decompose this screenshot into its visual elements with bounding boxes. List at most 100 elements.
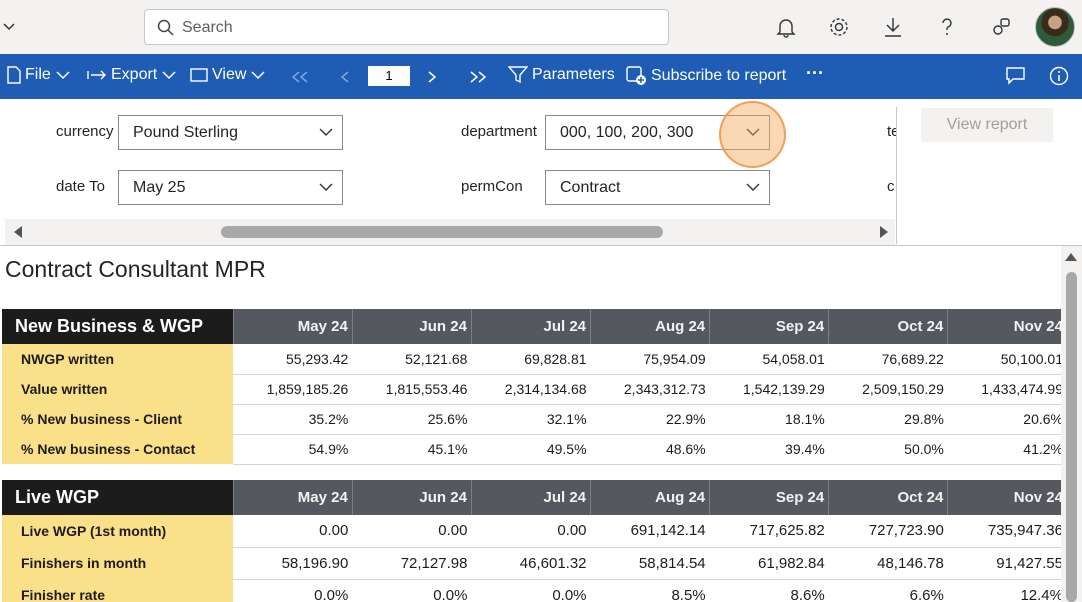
export-icon bbox=[87, 70, 106, 80]
download-icon[interactable] bbox=[881, 15, 905, 39]
info-icon[interactable] bbox=[1049, 66, 1069, 86]
table-cell: 39.4% bbox=[709, 434, 829, 465]
section-title: New Business & WGP bbox=[2, 309, 234, 344]
table-header-row: Live WGP May 24 Jun 24 Jul 24 Aug 24 Sep… bbox=[2, 480, 1067, 515]
table-cell: 69,828.81 bbox=[471, 344, 591, 375]
table-cell: 691,142.14 bbox=[590, 515, 710, 548]
table-row: % New business - Contact 54.9% 45.1% 49.… bbox=[2, 434, 1067, 465]
table-cell: 48.6% bbox=[590, 434, 710, 465]
table-row: NWGP written 55,293.42 52,121.68 69,828.… bbox=[2, 344, 1067, 375]
table-cell: 58,196.90 bbox=[233, 547, 353, 580]
bell-icon[interactable] bbox=[774, 15, 798, 39]
month-header: Nov 24 bbox=[947, 309, 1067, 344]
truncated-param-label: te bbox=[887, 123, 896, 140]
table-cell: 48,146.78 bbox=[828, 547, 948, 580]
month-header: Sep 24 bbox=[709, 480, 829, 515]
table-cell: 22.9% bbox=[590, 404, 710, 435]
row-label: NWGP written bbox=[2, 344, 234, 374]
table-row: Finishers in month 58,196.90 72,127.98 4… bbox=[2, 547, 1067, 580]
parameters-button[interactable]: Parameters bbox=[508, 66, 615, 84]
export-menu[interactable]: Export bbox=[87, 66, 177, 84]
view-menu[interactable]: View bbox=[190, 66, 266, 84]
month-header: Jun 24 bbox=[351, 309, 472, 344]
table-cell: 6.6% bbox=[828, 579, 948, 602]
row-label: Value written bbox=[2, 374, 234, 404]
table-cell: 20.6% bbox=[947, 404, 1067, 435]
currency-value: Pound Sterling bbox=[133, 124, 238, 141]
pane-separator bbox=[0, 245, 1082, 246]
table-cell: 61,982.84 bbox=[709, 547, 829, 580]
table-cell: 52,121.68 bbox=[352, 344, 472, 375]
truncated-param-label: c bbox=[887, 178, 895, 195]
parameters-label: Parameters bbox=[532, 66, 615, 83]
table-cell: 32.1% bbox=[471, 404, 591, 435]
view-report-button[interactable]: View report bbox=[921, 108, 1053, 142]
table-cell: 75,954.09 bbox=[590, 344, 710, 375]
horizontal-scroll-thumb[interactable] bbox=[221, 226, 663, 238]
date-to-label: date To bbox=[56, 178, 105, 195]
table-cell: 717,625.82 bbox=[709, 515, 829, 548]
subscribe-label: Subscribe to report bbox=[651, 67, 787, 84]
table-row: Finisher rate 0.0% 0.0% 0.0% 8.5% 8.6% 6… bbox=[2, 579, 1067, 602]
scroll-right-icon[interactable] bbox=[879, 225, 889, 239]
table-cell: 2,343,312.73 bbox=[590, 374, 710, 405]
date-to-select[interactable]: May 25 bbox=[118, 170, 343, 205]
first-page-icon[interactable] bbox=[290, 71, 310, 83]
table-cell: 0.0% bbox=[471, 579, 591, 602]
table-cell: 35.2% bbox=[233, 404, 353, 435]
row-label: % New business - Contact bbox=[2, 434, 234, 464]
table-cell: 0.0% bbox=[233, 579, 353, 602]
table-cell: 1,815,553.46 bbox=[352, 374, 472, 405]
live-wgp-table: Live WGP May 24 Jun 24 Jul 24 Aug 24 Sep… bbox=[2, 480, 1067, 602]
table-cell: 727,723.90 bbox=[828, 515, 948, 548]
table-cell: 1,542,139.29 bbox=[709, 374, 829, 405]
view-icon bbox=[190, 68, 208, 82]
month-header: Aug 24 bbox=[590, 309, 710, 344]
search-box[interactable]: Search bbox=[144, 9, 669, 45]
chevron-down-icon[interactable] bbox=[2, 18, 16, 34]
department-value: 000, 100, 200, 300 bbox=[560, 124, 694, 141]
gear-icon[interactable] bbox=[827, 15, 851, 39]
table-cell: 76,689.22 bbox=[828, 344, 948, 375]
file-menu[interactable]: File bbox=[7, 66, 71, 84]
currency-select[interactable]: Pound Sterling bbox=[118, 115, 343, 150]
export-label: Export bbox=[111, 66, 158, 83]
file-icon bbox=[7, 66, 21, 84]
table-row: Value written 1,859,185.26 1,815,553.46 … bbox=[2, 374, 1067, 405]
help-icon[interactable] bbox=[935, 15, 959, 39]
more-options-button[interactable]: ··· bbox=[806, 63, 824, 83]
row-label: Finisher rate bbox=[2, 579, 234, 602]
comment-icon[interactable] bbox=[1006, 67, 1025, 85]
table-cell: 8.5% bbox=[590, 579, 710, 602]
report-body: Contract Consultant MPR New Business & W… bbox=[0, 246, 1082, 602]
month-header: Aug 24 bbox=[590, 480, 710, 515]
next-page-icon[interactable] bbox=[427, 71, 437, 83]
table-cell: 29.8% bbox=[828, 404, 948, 435]
feedback-icon[interactable] bbox=[989, 15, 1013, 39]
avatar[interactable] bbox=[1035, 7, 1075, 47]
scroll-up-icon[interactable] bbox=[1064, 252, 1078, 262]
last-page-icon[interactable] bbox=[468, 71, 488, 83]
chevron-down-icon bbox=[319, 128, 333, 136]
search-input[interactable]: Search bbox=[182, 19, 233, 36]
permcon-value: Contract bbox=[560, 179, 621, 196]
subscribe-icon bbox=[626, 66, 646, 85]
table-cell: 49.5% bbox=[471, 434, 591, 465]
month-header: Jun 24 bbox=[351, 480, 472, 515]
permcon-select[interactable]: Contract bbox=[545, 170, 770, 205]
previous-page-icon[interactable] bbox=[340, 71, 350, 83]
table-cell: 50.0% bbox=[828, 434, 948, 465]
row-label: Live WGP (1st month) bbox=[2, 515, 234, 547]
page-number-input[interactable]: 1 bbox=[368, 66, 410, 86]
table-row: % New business - Client 35.2% 25.6% 32.1… bbox=[2, 404, 1067, 435]
month-header: May 24 bbox=[232, 480, 353, 515]
chevron-down-icon bbox=[251, 71, 265, 80]
subscribe-button[interactable]: Subscribe to report bbox=[626, 66, 786, 86]
month-header: Sep 24 bbox=[709, 309, 829, 344]
chevron-down-icon bbox=[162, 71, 176, 80]
table-cell: 0.00 bbox=[471, 515, 591, 548]
scroll-left-icon[interactable] bbox=[13, 225, 23, 239]
vertical-scroll-thumb[interactable] bbox=[1066, 272, 1077, 602]
table-row: Live WGP (1st month) 0.00 0.00 0.00 691,… bbox=[2, 515, 1067, 548]
row-label: % New business - Client bbox=[2, 404, 234, 434]
